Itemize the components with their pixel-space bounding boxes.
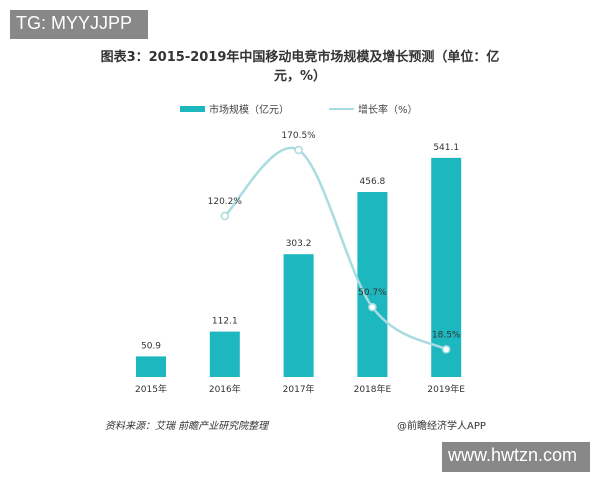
legend-line-label: 增长率（%） <box>358 105 418 116</box>
bar <box>136 356 166 377</box>
bar <box>357 191 388 377</box>
bar <box>209 331 240 377</box>
bar-value-label: 456.8 <box>360 177 386 187</box>
bar <box>283 254 314 377</box>
growth-line <box>223 146 447 351</box>
chart-title: 图表3：2015-2019年中国移动电竞市场规模及增长预测（单位：亿元，%） <box>100 50 500 84</box>
watermark-top-left: TG: MYYJJPP <box>10 10 148 39</box>
legend-bar-swatch <box>180 105 205 112</box>
legend-line: 增长率（%） <box>329 101 418 116</box>
growth-value-label: 18.5% <box>432 330 461 340</box>
source-note: 资料来源：艾瑞 前瞻产业研究院整理 <box>105 421 269 432</box>
growth-point <box>294 145 303 155</box>
watermark-bottom-right: www.hwtzn.com <box>442 442 590 472</box>
brand-note: @前瞻经济学人APP <box>397 421 486 432</box>
bar <box>431 157 462 377</box>
x-tick-label: 2015年 <box>135 383 167 395</box>
growth-value-label: 170.5% <box>281 131 316 141</box>
x-tick-label: 2019年E <box>427 383 465 395</box>
bar-value-label: 303.2 <box>286 239 312 249</box>
x-tick-label: 2016年 <box>209 383 241 395</box>
legend: 市场规模（亿元） 增长率（%） <box>180 101 418 116</box>
legend-bar-label: 市场规模（亿元） <box>209 105 289 116</box>
growth-value-label: 120.2% <box>208 197 243 207</box>
growth-point <box>441 345 451 354</box>
x-tick-label: 2017年 <box>283 383 315 395</box>
bar-value-label: 50.9 <box>141 341 161 351</box>
growth-point <box>220 211 230 221</box>
growth-point <box>368 302 377 312</box>
legend-bar: 市场规模（亿元） <box>180 101 289 116</box>
growth-value-label: 50.7% <box>358 288 387 298</box>
x-tick-label: 2018年E <box>354 383 392 395</box>
bar-value-label: 112.1 <box>212 317 238 327</box>
bar-value-label: 541.1 <box>433 143 459 153</box>
legend-line-swatch <box>329 107 354 110</box>
